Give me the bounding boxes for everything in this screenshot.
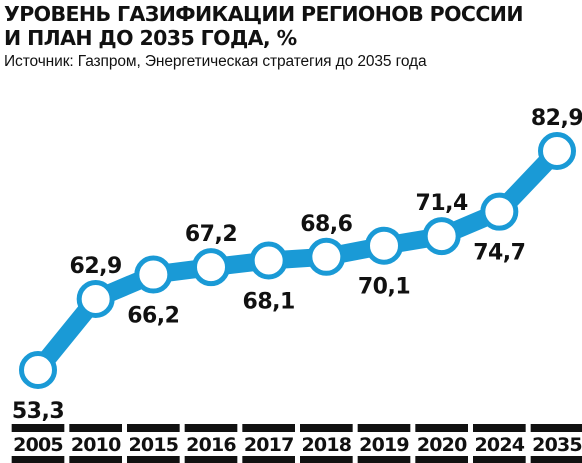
data-point-2005 <box>19 351 57 389</box>
axis-bar-bottom-2015 <box>127 456 180 463</box>
data-point-2020 <box>422 217 461 256</box>
x-tick-label-2024: 2024 <box>474 434 524 456</box>
x-tick-label-2015: 2015 <box>128 434 178 456</box>
chart-source: Источник: Газпром, Энергетическая страте… <box>4 53 427 70</box>
data-label-2016: 67,2 <box>185 222 237 247</box>
x-tick-label-2020: 2020 <box>417 434 467 456</box>
axis-bar-top-2017 <box>242 424 295 432</box>
data-point-2035 <box>538 132 576 170</box>
x-tick-label-2010: 2010 <box>71 434 121 456</box>
data-label-2024: 74,7 <box>473 241 525 266</box>
x-tick-label-2018: 2018 <box>301 434 351 456</box>
axis-bar-top-2035 <box>530 424 582 432</box>
series-line-group <box>29 142 566 379</box>
series-line <box>29 142 566 379</box>
axis-bar-top-2015 <box>127 424 180 432</box>
axis-bar-top-2019 <box>357 424 411 432</box>
x-tick-label-2017: 2017 <box>244 434 294 456</box>
data-point-2019 <box>365 226 403 265</box>
data-label-2010: 62,9 <box>70 254 122 279</box>
axis-bar-bottom-2005 <box>11 456 65 463</box>
data-label-2017: 68,1 <box>243 290 295 315</box>
axis-bar-top-2005 <box>11 424 65 432</box>
axis-bar-bottom-2035 <box>530 456 582 463</box>
chart-title-line-1: УРОВЕНЬ ГАЗИФИКАЦИИ РЕГИОНОВ РОССИИ <box>4 2 524 26</box>
axis-bar-bottom-2024 <box>473 456 526 463</box>
axis-bar-bottom-2010 <box>69 456 122 463</box>
data-label-2015: 66,2 <box>127 304 179 329</box>
axis-bar-bottom-2016 <box>184 456 238 463</box>
data-point-2015 <box>134 255 173 294</box>
chart-title-line-2: И ПЛАН ДО 2035 ГОДА, % <box>4 26 297 50</box>
data-label-2035: 82,9 <box>531 106 582 131</box>
chart-title: УРОВЕНЬ ГАЗИФИКАЦИИ РЕГИОНОВ РОССИИ И ПЛ… <box>4 2 574 50</box>
data-label-2018: 68,6 <box>300 212 352 237</box>
data-label-2019: 70,1 <box>358 275 410 300</box>
axis-bar-bottom-2018 <box>300 456 353 463</box>
axis-bar-top-2010 <box>69 424 122 432</box>
axis-bar-bottom-2020 <box>415 456 468 463</box>
data-point-2017 <box>249 241 288 280</box>
axis-bar-bottom-2017 <box>242 456 295 463</box>
data-label-2020: 71,4 <box>416 191 468 216</box>
axis-bar-top-2016 <box>184 424 238 432</box>
data-point-2010 <box>76 279 115 318</box>
axis-bar-top-2024 <box>473 424 526 432</box>
data-label-2005: 53,3 <box>12 399 64 424</box>
x-axis: 2005 2010 2015 2016 2017 2018 2019 2020 2024 2035 <box>11 424 582 463</box>
x-tick-label-2016: 2016 <box>186 434 236 456</box>
data-point-2024 <box>480 192 519 231</box>
axis-bar-top-2020 <box>415 424 468 432</box>
data-points <box>19 132 576 389</box>
x-tick-label-2035: 2035 <box>532 434 582 456</box>
axis-bar-top-2018 <box>300 424 353 432</box>
data-point-2018 <box>307 237 346 276</box>
x-tick-label-2019: 2019 <box>359 434 409 456</box>
data-point-2016 <box>192 248 230 287</box>
axis-bar-bottom-2019 <box>357 456 411 463</box>
x-tick-label-2005: 2005 <box>13 434 63 456</box>
data-labels: 53,3 62,966,2 67,2 68,1 68,6 70,1 71,474,7 82,9 <box>12 106 582 424</box>
